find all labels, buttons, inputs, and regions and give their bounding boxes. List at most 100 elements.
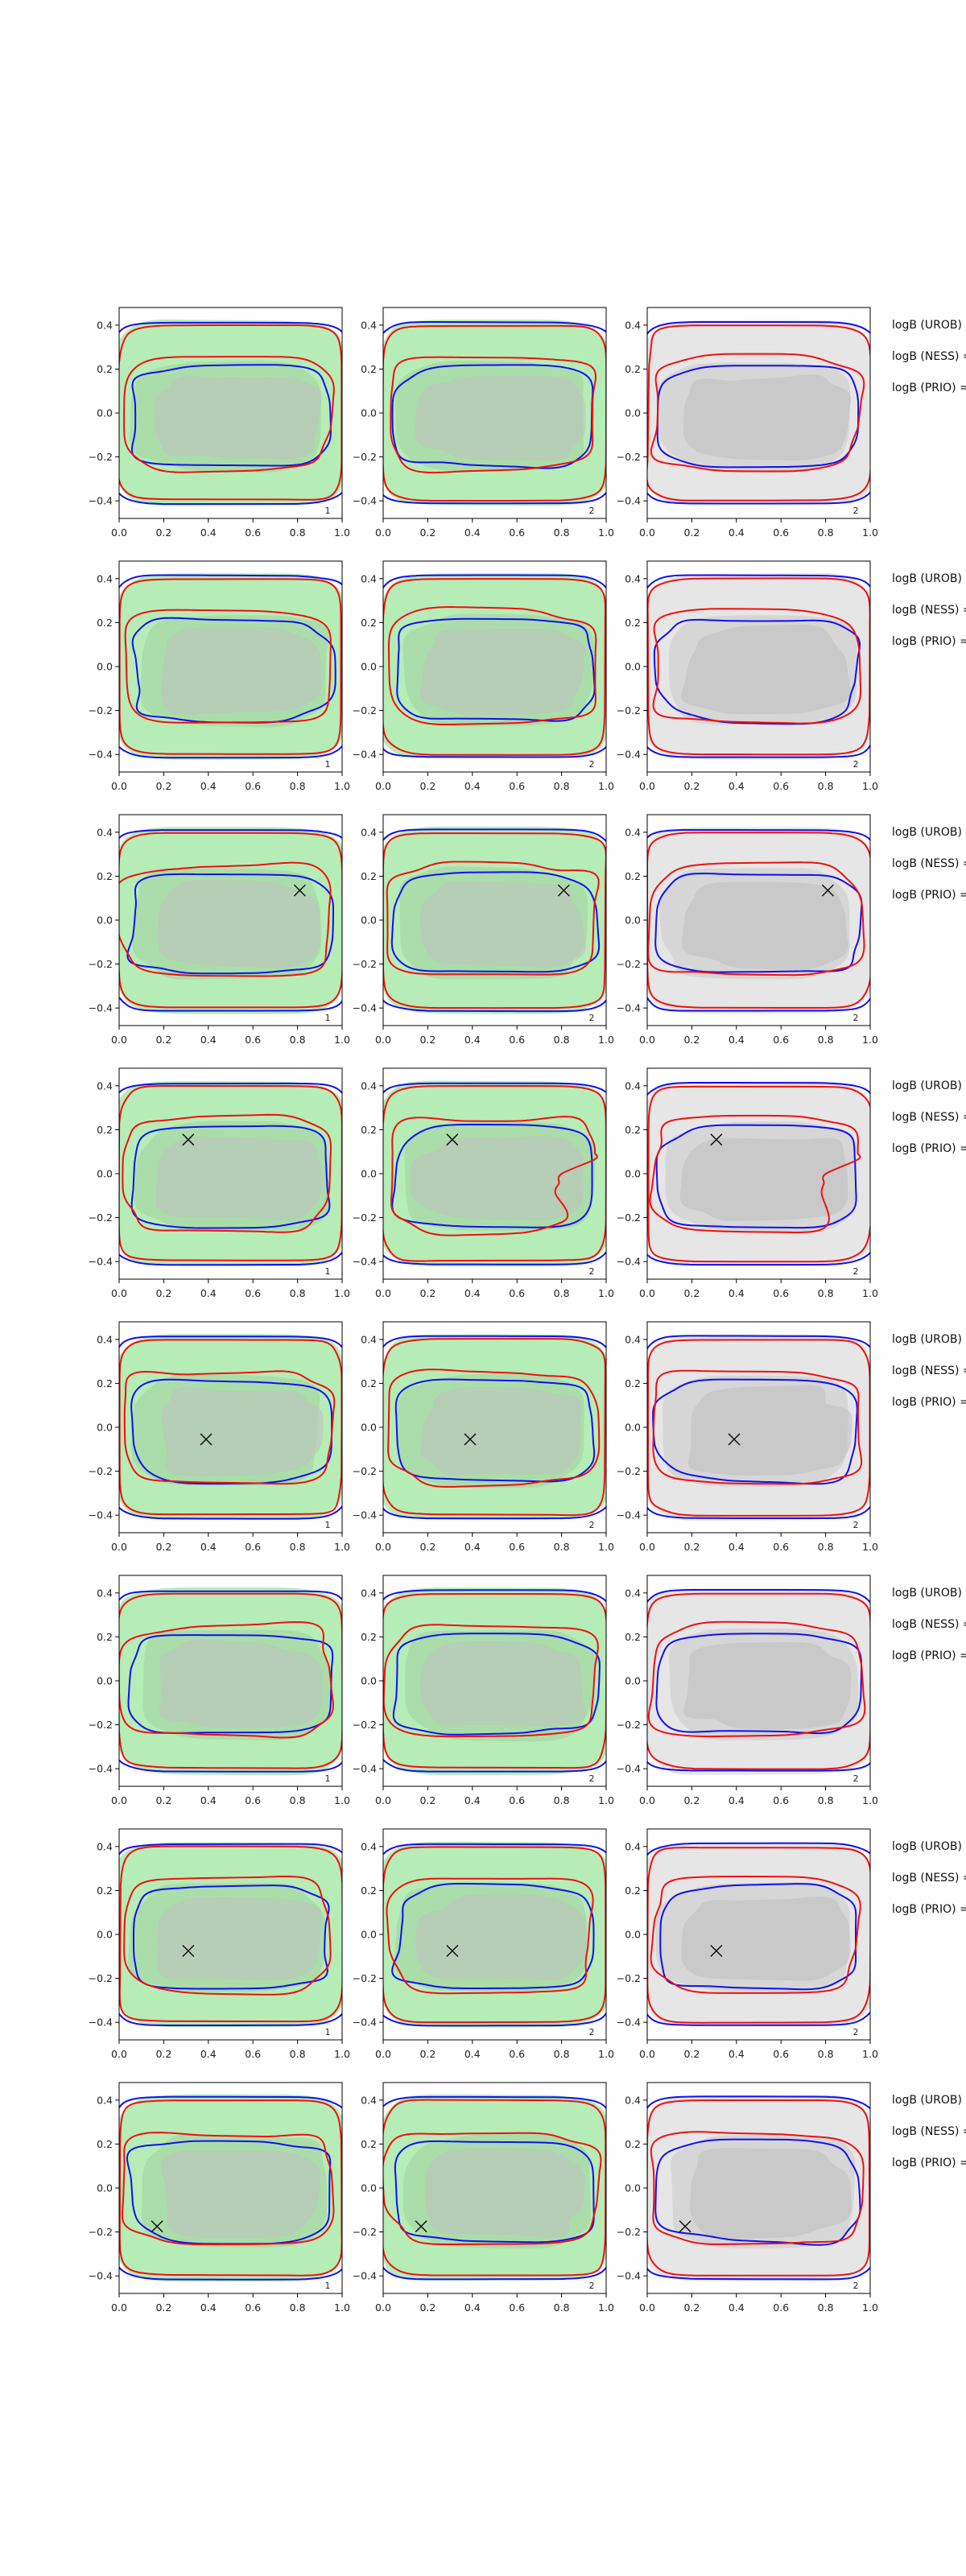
x-tick-label: 1.0 <box>598 1034 614 1046</box>
x-tick-label: 0.0 <box>375 1794 391 1806</box>
y-tick-label: 0.4 <box>625 572 641 584</box>
y-tick-label: −0.2 <box>353 1972 377 1984</box>
y-tick-label: 0.0 <box>97 1422 113 1434</box>
blue-outer-contour <box>647 1082 870 1266</box>
y-tick-label: 0.0 <box>97 2182 113 2194</box>
posterior-region <box>415 376 586 461</box>
blue-outer-contour <box>647 320 870 505</box>
red-outer-contour <box>119 324 342 501</box>
y-tick-label: −0.4 <box>353 2270 377 2282</box>
x-tick-label: 0.4 <box>729 526 745 539</box>
blue-outer-contour <box>119 1590 342 1773</box>
x-tick-label: 0.4 <box>200 2048 217 2060</box>
x-tick-label: 0.6 <box>245 1034 261 1046</box>
x-tick-label: 0.4 <box>464 1794 481 1806</box>
y-tick-label: −0.4 <box>353 1002 377 1014</box>
y-tick-label: 0.0 <box>361 1422 377 1434</box>
y-tick-label: 0.2 <box>97 1377 113 1389</box>
x-tick-label: 1.0 <box>862 1794 878 1806</box>
row-labels-r5: logB (UROB) = logB (NESS) = logB (PRIO) = <box>892 1333 966 1409</box>
x-tick-label: 1.0 <box>334 780 350 792</box>
cross-marker-stroke <box>293 884 306 897</box>
y-tick-label: 0.2 <box>361 2138 377 2150</box>
blue-inner-contour <box>394 1378 596 1483</box>
x-tick-label: 0.0 <box>111 526 127 539</box>
y-tick-label: −0.4 <box>353 495 377 507</box>
y-tick-label: 0.2 <box>97 617 113 629</box>
red-outer-contour <box>383 1593 606 1769</box>
blue-outer-contour <box>383 321 606 505</box>
y-tick-label: −0.2 <box>617 1212 641 1224</box>
bayes-factor-label: logB (PRIO) = <box>892 1649 966 1662</box>
panel-tag: 1 <box>325 759 331 770</box>
x-tick-label: 0.2 <box>155 780 171 792</box>
y-tick-label: −0.2 <box>353 1465 377 1477</box>
x-tick-label: 0.6 <box>773 1287 789 1299</box>
posterior-region <box>687 1385 852 1476</box>
y-tick-label: 0.4 <box>625 1080 641 1092</box>
red-inner-contour <box>647 1620 866 1738</box>
red-inner-contour <box>123 1875 332 1996</box>
blue-inner-contour <box>394 2140 595 2244</box>
red-inner-contour <box>386 1877 594 1995</box>
y-tick-label: 0.0 <box>625 1422 641 1434</box>
subplot-r6-c2: 0.0 0.2 0.4 0.6 0.8 1.0 −0.4 −0.2 0.0 0.2 0.4 2 <box>353 1575 614 1806</box>
red-outer-contour <box>119 578 342 755</box>
y-tick-label: −0.2 <box>617 1719 641 1731</box>
panel-tag: 2 <box>589 2281 595 2291</box>
posterior-region <box>681 1896 851 1981</box>
plot-area <box>119 2094 342 2282</box>
y-tick-label: 0.0 <box>625 2182 641 2194</box>
row-labels-r1: logB (UROB) = logB (NESS) = logB (PRIO) = <box>892 319 966 394</box>
x-tick-label: 0.6 <box>773 780 789 792</box>
y-tick-label: 0.0 <box>97 1168 113 1180</box>
x-tick-label: 0.8 <box>554 2048 570 2060</box>
plot-area <box>383 320 606 506</box>
y-tick-label: 0.2 <box>361 1377 377 1389</box>
blue-inner-contour <box>130 364 332 467</box>
subplot-r2-c3: 0.0 0.2 0.4 0.6 0.8 1.0 −0.4 −0.2 0.0 0.2 0.4 2 <box>617 560 878 792</box>
y-tick-label: 0.2 <box>361 1124 377 1136</box>
y-tick-label: −0.4 <box>89 749 113 761</box>
y-tick-label: 0.0 <box>625 914 641 927</box>
subplot-r5-c2: 0.0 0.2 0.4 0.6 0.8 1.0 −0.4 −0.2 0.0 0.2 0.4 2 <box>353 1321 614 1553</box>
blue-inner-contour <box>390 871 601 973</box>
y-tick-label: −0.4 <box>617 1002 641 1014</box>
x-tick-label: 0.6 <box>245 2301 261 2314</box>
y-tick-label: −0.2 <box>617 2226 641 2238</box>
red-inner-contour <box>647 861 865 976</box>
plot-area <box>647 1334 870 1521</box>
y-tick-label: 0.0 <box>361 407 377 419</box>
blue-outer-contour <box>647 1842 870 2026</box>
x-tick-label: 0.0 <box>639 1287 655 1299</box>
cross-marker-stroke <box>200 1433 213 1446</box>
x-tick-label: 0.8 <box>818 2048 834 2060</box>
y-tick-label: −0.4 <box>89 2270 113 2282</box>
y-tick-label: −0.2 <box>353 2226 377 2238</box>
y-tick-label: 0.2 <box>361 363 377 375</box>
x-tick-label: 0.8 <box>290 2048 306 2060</box>
x-tick-label: 0.4 <box>729 2301 745 2314</box>
panel-tag: 2 <box>853 1266 859 1277</box>
cross-marker <box>728 1433 741 1446</box>
blue-outer-contour <box>647 2095 870 2281</box>
red-outer-contour <box>119 832 342 1009</box>
y-tick-label: 0.4 <box>361 1840 377 1852</box>
bayes-factor-label: logB (NESS) = <box>892 1364 966 1377</box>
blue-inner-contour <box>126 2140 332 2245</box>
y-tick-label: 0.4 <box>97 319 113 331</box>
cross-marker-stroke <box>182 1133 195 1146</box>
x-tick-label: 1.0 <box>862 2301 878 2314</box>
plot-area <box>119 1842 342 2028</box>
red-inner-contour <box>119 861 332 977</box>
bayes-factor-label: logB (UROB) = <box>892 572 966 585</box>
y-tick-label: 0.2 <box>625 363 641 375</box>
x-tick-label: 0.0 <box>111 780 127 792</box>
x-tick-label: 0.4 <box>200 2301 217 2314</box>
y-tick-label: 0.4 <box>625 1333 641 1345</box>
cross-marker <box>679 2220 691 2233</box>
y-tick-label: −0.4 <box>353 749 377 761</box>
x-tick-label: 0.0 <box>639 780 655 792</box>
x-tick-label: 0.0 <box>111 1034 127 1046</box>
blue-inner-contour <box>655 1124 857 1229</box>
